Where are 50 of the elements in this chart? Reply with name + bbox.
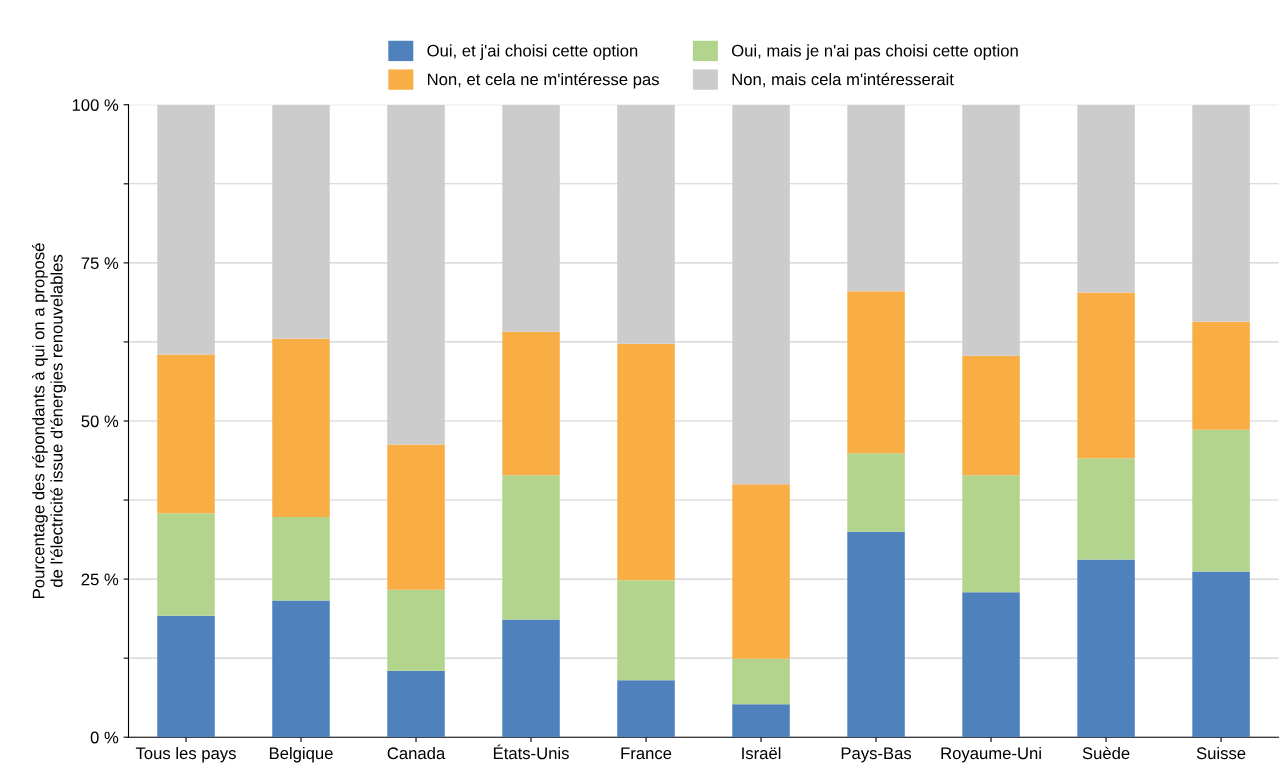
bar [847,531,905,738]
y-tick-label: 0 % [90,731,119,744]
bar [272,600,330,738]
bar [272,517,330,601]
x-tick-label: Suède [1082,746,1130,760]
y-tick-label: 100 % [72,99,119,111]
bar [1192,321,1250,430]
bar [387,670,445,738]
bar [732,484,790,659]
y-tick-label: 25 % [81,573,119,586]
bar [617,680,675,738]
bar [157,615,215,738]
bar [1077,559,1135,738]
bar [157,354,215,514]
bar [272,338,330,518]
bar [962,592,1020,738]
bar [387,589,445,671]
bar [962,355,1020,476]
bar [1077,458,1135,560]
bar [732,658,790,705]
x-tick-label: États-Unis [493,744,569,760]
x-tick-label: Canada [387,746,446,760]
x-tick-label: Suisse [1196,746,1246,760]
legend-label: Non, mais cela m'intéresserait [732,72,954,88]
bar [1077,292,1135,459]
y-axis-title: Pourcentage des répondants à qui on a proposé de l'électricité issue d'énergies renouvelables [32,243,66,598]
x-tick-label: Belgique [269,746,333,763]
bar [847,453,905,532]
legend-label: Oui, et j'ai choisi cette option [427,44,638,60]
bar [387,444,445,590]
x-tick-label: Israël [742,746,781,760]
x-tick-label: France [621,747,672,760]
x-tick-label: Pays-Bas [841,747,912,763]
bar [962,475,1020,593]
x-tick-label: Tous les pays [135,746,236,763]
bar [1192,571,1250,738]
legend-label: Oui, mais je n'ai pas choisi cette option [732,44,1018,60]
bar [502,475,560,620]
bar [502,331,560,476]
bar [502,619,560,738]
legend-label: Non, et cela ne m'intéresse pas [427,72,659,89]
y-tick-label: 50 % [81,415,119,428]
y-tick-label: 75 % [81,257,119,270]
bar [617,580,675,681]
bar [732,704,790,738]
bar [617,343,675,581]
bar [847,291,905,454]
bar [1192,429,1250,572]
x-tick-label: Royaume-Uni [941,746,1041,763]
bar [157,513,215,616]
